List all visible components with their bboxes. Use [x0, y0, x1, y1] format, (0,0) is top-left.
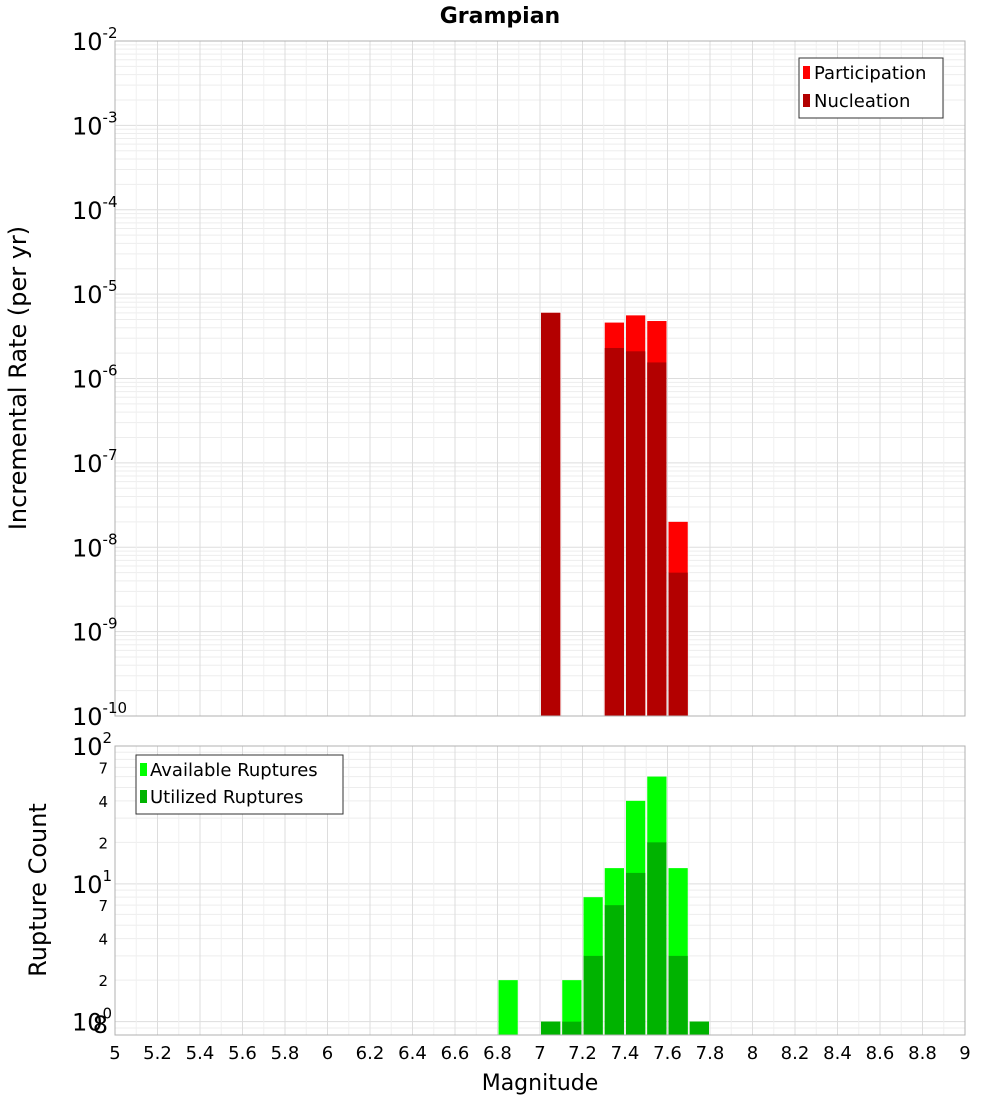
x-tick-label: 7.6: [653, 1043, 682, 1064]
top-y-tick-label: 10-3: [72, 108, 118, 140]
top-y-tick-label: 10-4: [72, 193, 118, 225]
utilized-ruptures-bar: [626, 872, 646, 1035]
x-tick-label: 8.8: [908, 1043, 937, 1064]
x-tick-label: 8.4: [823, 1043, 852, 1064]
x-tick-label: 8: [747, 1043, 758, 1064]
available-ruptures-bar: [498, 980, 518, 1035]
utilized-ruptures-bar: [562, 1021, 582, 1035]
top-y-tick-label: 10-5: [72, 277, 118, 309]
top-legend-swatch: [803, 94, 810, 107]
top-legend-label: Participation: [814, 63, 926, 84]
top-plot-frame: [114, 40, 966, 717]
x-tick-label: 6.4: [398, 1043, 427, 1064]
top-y-tick-label: 10-8: [72, 530, 118, 562]
top-legend-label: Nucleation: [814, 91, 910, 112]
x-tick-label: 6: [322, 1043, 333, 1064]
x-tick-labels: 5 5.2 5.4 5.6 5.8 6 6.2 6.4 6.6 6.8 7 7.2 7.4 7.6 7.8 8…: [109, 1043, 970, 1064]
bottom-legend-label: Utilized Ruptures: [150, 787, 303, 808]
x-tick-label: 8.6: [866, 1043, 895, 1064]
x-tick-label: 5: [109, 1043, 120, 1064]
bottom-legend-box: [135, 754, 344, 815]
bottom-legend-label: Available Ruptures: [150, 760, 318, 781]
top-legend-box: [798, 57, 944, 119]
top-legend-swatch: [803, 66, 810, 79]
utilized-ruptures-bar: [689, 1021, 709, 1035]
utilized-ruptures-bar: [604, 905, 624, 1035]
bottom-y-axis-label: Rupture Count: [24, 803, 52, 977]
x-tick-label: 8.2: [781, 1043, 810, 1064]
nucleation-bar: [541, 312, 561, 716]
bottom-y-minor-label: 7: [98, 897, 108, 915]
bottom-y-tick-label: 102: [72, 729, 112, 761]
bottom-legend-swatch: [140, 763, 147, 776]
x-tick-label: 7.4: [611, 1043, 640, 1064]
x-tick-label: 7: [534, 1043, 545, 1064]
chart-title: Grampian: [440, 4, 560, 29]
nucleation-bar: [626, 351, 646, 716]
nucleation-bar: [668, 572, 688, 716]
nucleation-bar: [647, 362, 667, 716]
utilized-ruptures-bar: [647, 842, 667, 1035]
x-tick-label: 6.8: [483, 1043, 512, 1064]
x-tick-label: 5.6: [228, 1043, 257, 1064]
bottom-y-minor-label: 7: [98, 759, 108, 777]
x-tick-label: 7.2: [568, 1043, 597, 1064]
available-ruptures-bar: [562, 980, 582, 1035]
x-tick-label: 9: [959, 1043, 970, 1064]
x-axis-label: Magnitude: [482, 1071, 599, 1096]
top-y-axis-label: Incremental Rate (per yr): [4, 226, 32, 530]
top-legend: Participation Nucleation: [798, 57, 944, 119]
utilized-ruptures-bar: [668, 955, 688, 1035]
top-grid: [114, 41, 966, 717]
utilized-ruptures-bar: [541, 1021, 561, 1035]
x-tick-label: 6.6: [441, 1043, 470, 1064]
top-y-tick-label: 10-9: [72, 615, 118, 647]
bottom-y-minor-label: 4: [98, 793, 108, 811]
bottom-y-minor-label: 8: [93, 1011, 108, 1039]
bottom-y-tick-label: 100: [72, 1005, 112, 1037]
bottom-legend: Available Ruptures Utilized Ruptures: [135, 754, 344, 815]
bottom-bars: [498, 776, 709, 1035]
x-tick-label: 5.4: [186, 1043, 215, 1064]
bottom-y-minor-label: 4: [98, 931, 108, 949]
top-y-tick-labels: 10-10 10-9 10-8 10-7 10-6 10-5 10-4 10-3 10-2: [72, 24, 127, 731]
bottom-y-tick-labels: 100 101 102 8 2 4 7 2 4 7: [72, 729, 112, 1039]
nucleation-bar: [604, 347, 624, 716]
bottom-y-minor-label: 2: [98, 972, 108, 990]
x-tick-label: 6.2: [356, 1043, 385, 1064]
bottom-legend-swatch: [140, 790, 147, 803]
top-y-tick-label: 10-6: [72, 362, 118, 394]
top-y-tick-label: 10-7: [72, 446, 118, 478]
bottom-plot-frame: [114, 745, 966, 1036]
utilized-ruptures-bar: [583, 955, 603, 1035]
x-tick-label: 5.8: [271, 1043, 300, 1064]
top-bars: [541, 312, 688, 716]
x-tick-label: 7.8: [696, 1043, 725, 1064]
x-tick-label: 5.2: [143, 1043, 172, 1064]
bottom-y-tick-label: 101: [72, 867, 112, 899]
top-y-tick-label: 10-10: [72, 699, 127, 731]
bottom-y-minor-label: 2: [98, 834, 108, 852]
top-y-tick-label: 10-2: [72, 24, 118, 56]
